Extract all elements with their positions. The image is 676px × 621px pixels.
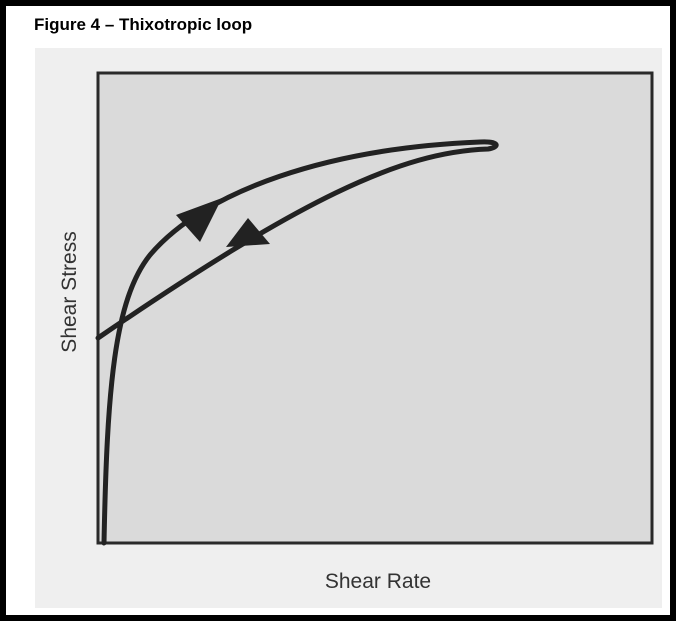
- x-axis-label: Shear Rate: [325, 570, 431, 593]
- thixotropic-loop: [95, 139, 499, 546]
- up-arrow: [176, 198, 222, 242]
- down-arrow: [226, 218, 270, 247]
- y-axis-label: Shear Stress: [58, 231, 81, 352]
- plot-box: [96, 71, 654, 545]
- figure-title: Figure 4 – Thixotropic loop: [34, 15, 252, 34]
